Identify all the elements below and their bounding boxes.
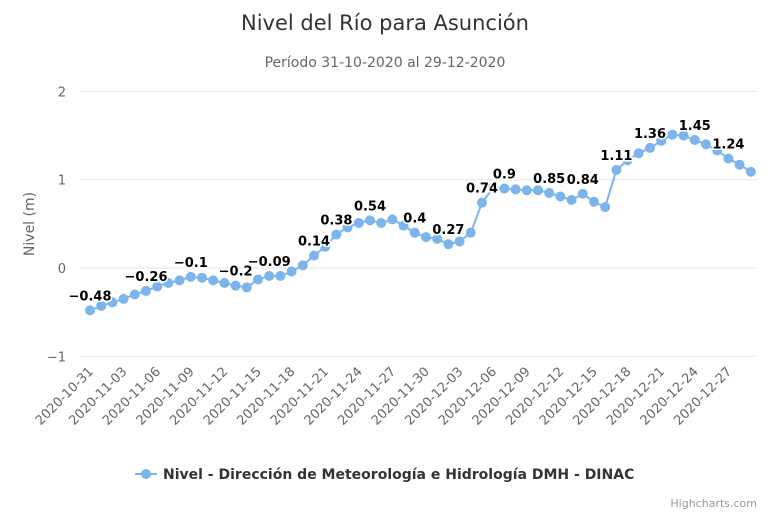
data-point [129, 289, 140, 300]
data-point [85, 305, 95, 316]
data-label: 0.54 [354, 199, 386, 214]
data-point [510, 184, 521, 195]
data-label: −0.2 [219, 265, 253, 280]
data-point [365, 215, 375, 226]
data-label: −0.26 [125, 270, 168, 285]
data-point [331, 229, 342, 240]
data-point [309, 250, 319, 261]
data-point [286, 266, 297, 277]
data-label: −0.48 [69, 289, 112, 304]
data-label: −0.1 [174, 256, 208, 271]
legend-item[interactable]: Nivel - Dirección de Meteorología e Hidr… [135, 467, 634, 483]
data-point [454, 236, 465, 247]
data-point [745, 166, 756, 177]
data-point [499, 183, 510, 194]
data-point [611, 164, 622, 175]
data-point [477, 197, 487, 208]
data-point [589, 196, 599, 207]
data-label: 0.38 [320, 213, 352, 228]
data-point [443, 239, 454, 250]
y-tick-label: −1 [47, 350, 66, 365]
data-point [645, 142, 655, 153]
data-label: 1.24 [712, 138, 744, 153]
data-point [465, 227, 476, 238]
data-point [701, 139, 711, 150]
data-point [163, 278, 174, 289]
data-point [141, 285, 151, 296]
data-label: 0.27 [432, 223, 464, 238]
data-label: 1.11 [600, 149, 632, 164]
data-label: 0.14 [298, 235, 330, 250]
data-point [174, 275, 185, 286]
data-point [275, 270, 286, 281]
y-tick-label: 2 [58, 85, 66, 100]
data-label: 1.45 [679, 119, 711, 134]
data-label: 0.9 [493, 168, 516, 183]
data-point [387, 214, 398, 225]
data-point [723, 153, 734, 164]
data-point [197, 272, 207, 283]
data-point [219, 278, 230, 289]
data-label: 0.85 [533, 172, 565, 187]
data-point [208, 275, 219, 286]
data-point [521, 185, 532, 196]
data-point [734, 159, 745, 170]
data-point [544, 187, 555, 198]
data-label: 0.74 [466, 182, 498, 197]
data-point [230, 280, 241, 291]
data-point [421, 232, 431, 243]
data-point [678, 130, 689, 141]
data-point [253, 274, 263, 285]
legend-label[interactable]: Nivel - Dirección de Meteorología e Hidr… [163, 467, 634, 483]
data-point [342, 222, 353, 233]
data-point [667, 129, 678, 140]
y-axis-label: Nivel (m) [22, 192, 38, 256]
data-point [96, 300, 107, 311]
y-tick-label: 1 [58, 174, 66, 189]
data-point [712, 145, 723, 156]
legend-marker [141, 469, 151, 479]
chart-title: Nivel del Río para Asunción [241, 11, 529, 35]
data-point [320, 241, 331, 252]
data-point [376, 217, 387, 228]
data-label: −0.09 [248, 255, 291, 270]
data-label: 0.84 [567, 173, 599, 188]
data-label: 1.36 [634, 127, 666, 142]
data-label: 0.4 [403, 212, 426, 227]
data-point [409, 227, 420, 238]
credits-link[interactable]: Highcharts.com [670, 497, 757, 510]
data-point [398, 220, 409, 231]
data-point [689, 134, 700, 145]
data-point [566, 195, 577, 206]
data-point [555, 191, 566, 202]
data-point [432, 233, 443, 244]
y-tick-label: 0 [58, 262, 66, 277]
data-point [533, 185, 543, 196]
data-point [241, 282, 252, 293]
data-point [622, 155, 633, 166]
data-point [297, 260, 308, 271]
data-point [633, 148, 644, 159]
data-point [353, 217, 364, 228]
data-point [185, 271, 196, 282]
data-point [118, 293, 129, 304]
data-point [577, 188, 588, 199]
data-point [488, 182, 499, 193]
data-point [600, 202, 611, 213]
data-point [152, 281, 163, 292]
data-point [264, 270, 275, 281]
data-point [656, 135, 667, 146]
chart-subtitle: Período 31-10-2020 al 29-12-2020 [265, 55, 506, 71]
data-point [107, 297, 118, 308]
